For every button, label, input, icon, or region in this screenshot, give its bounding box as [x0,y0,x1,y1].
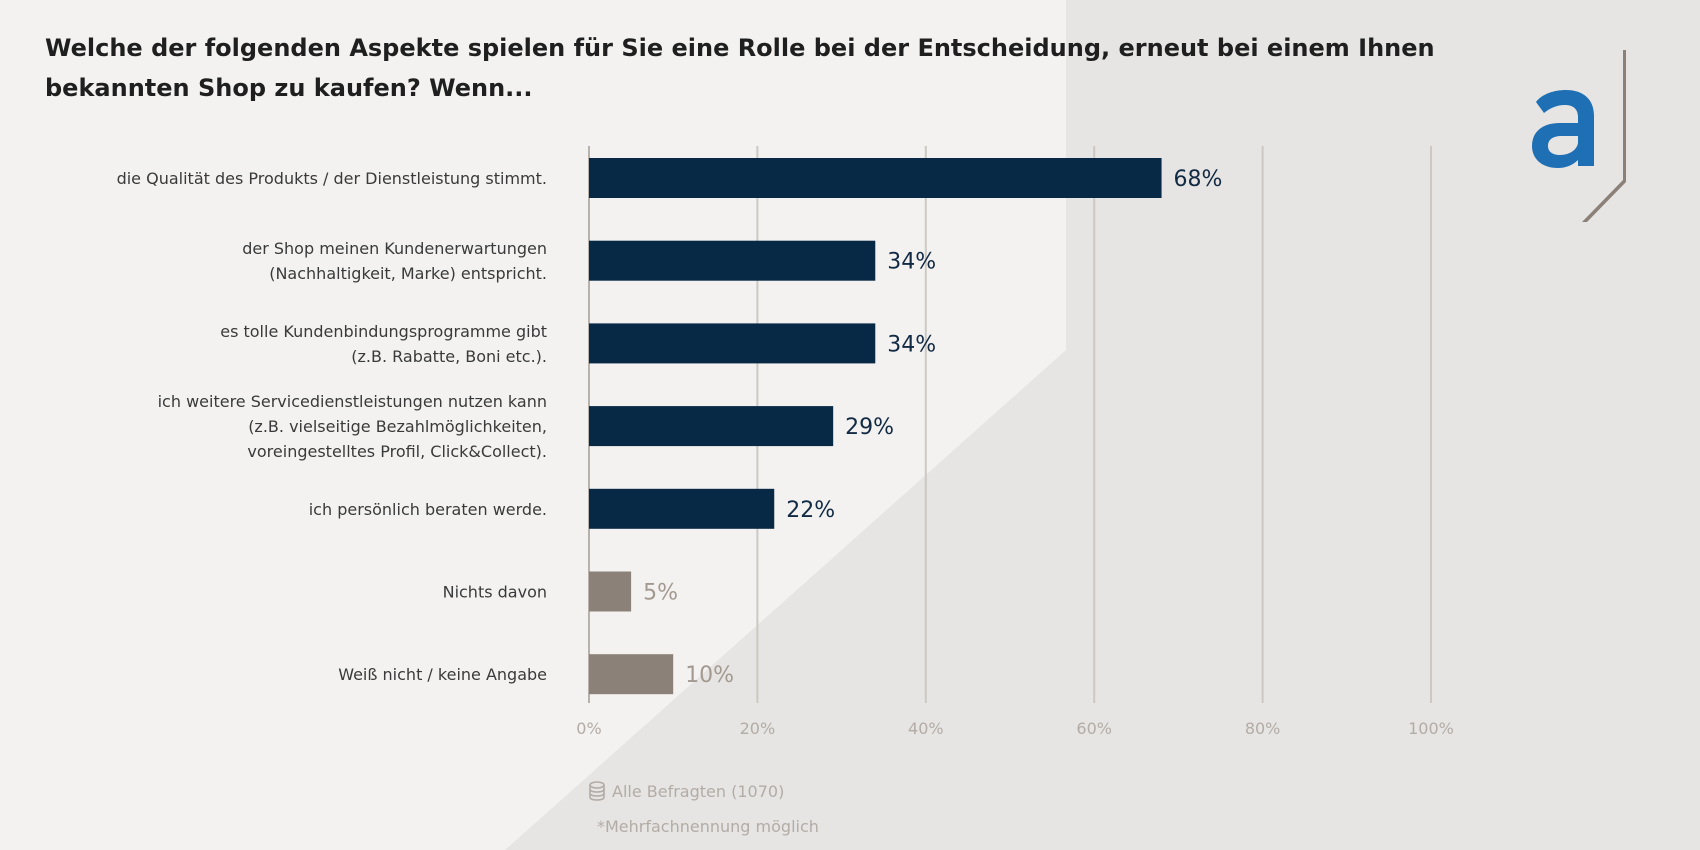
bar [589,571,632,612]
bar [589,240,876,281]
sample-info: Alle Befragten (1070) [588,781,784,801]
sample-label: Alle Befragten (1070) [612,781,785,801]
value-label: 5% [643,581,678,606]
value-label: 34% [887,250,936,275]
category-label: ich persönlich beraten werde. [309,500,547,519]
bar [589,323,876,364]
database-icon [589,781,605,801]
value-label: 22% [786,498,835,523]
value-label: 34% [887,332,936,357]
value-label: 29% [845,415,894,440]
x-tick-label: 60% [1076,719,1112,738]
x-tick-label: 100% [1408,719,1454,738]
footnote: *Mehrfachnennung möglich [597,817,819,836]
bar [589,158,1162,198]
x-tick-label: 0% [576,719,601,738]
value-label: 10% [685,663,734,688]
category-label: ich weitere Servicedienstleistungen nutz… [158,392,547,461]
bar [589,406,834,447]
category-label: der Shop meinen Kundenerwartungen (Nachha… [242,239,547,283]
category-label: Nichts davon [443,583,547,602]
category-label: die Qualität des Produkts / der Dienstle… [117,169,547,188]
x-tick-label: 40% [908,719,944,738]
x-tick-label: 20% [740,719,776,738]
category-label: es tolle Kundenbindungsprogramme gibt (z.… [220,322,547,366]
bar [589,654,674,695]
chart-title: Welche der folgenden Aspekte spielen für… [45,34,1435,102]
category-label: Weiß nicht / keine Angabe [338,665,547,684]
brand-logo-icon [1532,50,1626,222]
x-tick-label: 80% [1245,719,1281,738]
bar [589,488,775,529]
value-label: 68% [1174,167,1223,192]
